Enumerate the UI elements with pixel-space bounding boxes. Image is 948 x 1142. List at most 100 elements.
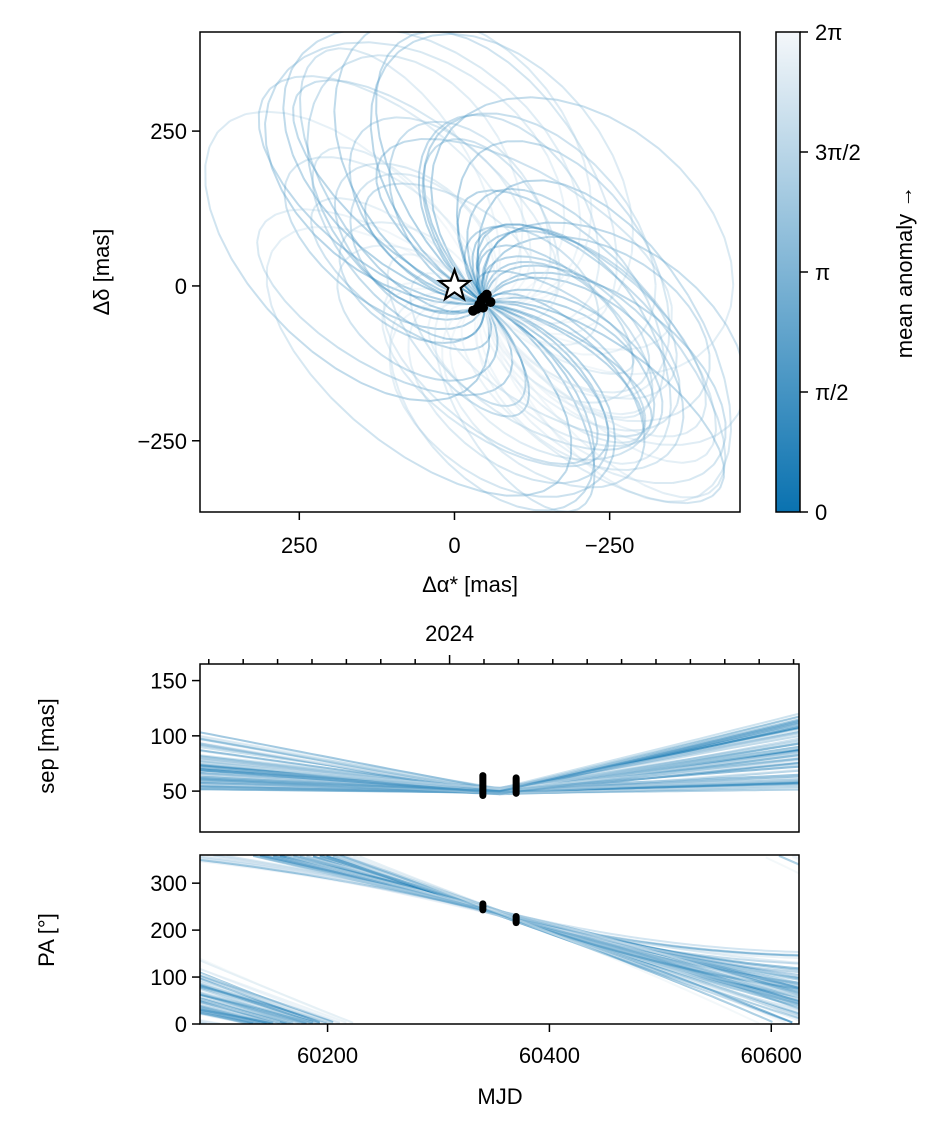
orbit-segment [359, 278, 375, 295]
orbit-segment [434, 317, 447, 321]
separation-curve [200, 771, 799, 790]
colorbar-tick-label: 0 [815, 500, 827, 525]
orbit-segment [483, 274, 489, 289]
orbit-segment [544, 264, 551, 278]
orbit-segment [687, 295, 705, 324]
orbit-segment [605, 453, 621, 460]
orbit-segment [531, 276, 549, 280]
orbit-segment [695, 453, 707, 462]
orbit-segment [367, 190, 375, 199]
position-angle-curve [200, 855, 799, 1024]
orbit-segment [660, 280, 669, 303]
orbit-segment [716, 418, 725, 440]
orbit-segment [707, 395, 719, 419]
orbit-segment [392, 371, 400, 392]
orbit-segment [389, 323, 395, 339]
orbit-segment [604, 438, 610, 450]
orbit-segment [269, 80, 282, 90]
orbit-segment [589, 457, 606, 461]
orbit-segment [509, 187, 526, 192]
orbit-segment [598, 468, 609, 481]
position-angle-observations [479, 900, 520, 927]
orbit-segment [366, 222, 373, 234]
orbit-segment [678, 380, 681, 393]
orbit-segment [628, 329, 640, 346]
orbit-segment [589, 483, 595, 496]
orbit-segment [708, 484, 719, 494]
orbit-segment [539, 205, 549, 223]
orbit-segment [385, 292, 398, 303]
orbit-segment [350, 252, 362, 266]
orbit-segment [403, 285, 427, 297]
orbit-segment [556, 281, 561, 294]
orbit-segment [547, 389, 562, 398]
orbit-segment [407, 271, 424, 285]
orbit-segment [607, 394, 618, 402]
orbit-segment [306, 121, 311, 143]
orbit-segment [568, 397, 585, 408]
orbit-segment [601, 416, 623, 428]
orbit-segment [635, 433, 643, 442]
orbit-segment [615, 433, 640, 442]
orbit-segment [547, 282, 563, 292]
orbit-segment [487, 329, 496, 345]
orbit-segment [634, 385, 648, 395]
orbit-segment [483, 227, 494, 238]
position-angle-curve [200, 855, 799, 1023]
orbit-segment [616, 342, 631, 352]
orbit-segment [407, 278, 434, 293]
orbit-segment [391, 342, 403, 359]
orbit-segment [339, 259, 347, 269]
orbit-segment [440, 360, 453, 375]
orbit-segment [471, 391, 483, 400]
orbit-segment [407, 124, 419, 132]
orbit-segment [633, 381, 643, 389]
orbit-segment [665, 368, 671, 389]
orbit-segment [594, 312, 611, 325]
orbit-segment [693, 357, 703, 376]
orbit-segment [323, 209, 344, 217]
orbit-segment [652, 423, 660, 433]
orbit-segment [508, 299, 520, 305]
orbit-segment [458, 114, 473, 119]
orbit-segment [410, 339, 422, 355]
orbit-segment [527, 67, 548, 90]
orbit-segment [630, 349, 635, 357]
orbit-segment [348, 158, 366, 166]
position-angle-curve [200, 855, 799, 1024]
orbit-segment [444, 321, 448, 330]
orbit-segment [377, 283, 397, 298]
orbit-segment [563, 422, 582, 431]
position-angle-curve [200, 855, 799, 1024]
orbit-segment [475, 264, 480, 283]
orbit-segment [577, 223, 582, 245]
orbit-segment [541, 419, 559, 436]
orbit-segment [508, 261, 520, 266]
orbit-segment [605, 257, 624, 272]
position-angle-frame [199, 854, 800, 1025]
orbit-segment [476, 266, 480, 278]
orbit-segment [669, 268, 690, 297]
orbit-segment [318, 332, 340, 349]
orbit-segment [449, 339, 459, 352]
orbit-segment [537, 449, 556, 457]
orbit-segment [544, 219, 551, 237]
orbit-segment [497, 323, 515, 345]
orbit-segment [502, 363, 516, 385]
orbit-segment [509, 180, 526, 188]
orbit-segment [478, 176, 490, 201]
orbit-segment [394, 388, 405, 407]
orbit-segment [386, 313, 405, 323]
separation-curve [200, 761, 799, 790]
separation-curve [200, 747, 799, 794]
orbit-segment [398, 263, 413, 275]
orbit-segment [515, 347, 522, 360]
orbit-segment [588, 372, 602, 392]
orbit-segment [603, 412, 610, 428]
position-angle-y-tick-label: 200 [150, 918, 187, 943]
orbit-segment [509, 410, 526, 427]
orbit-segment [459, 198, 468, 210]
orbit-segment [502, 350, 514, 364]
separation-y-tick-label: 150 [150, 669, 187, 694]
